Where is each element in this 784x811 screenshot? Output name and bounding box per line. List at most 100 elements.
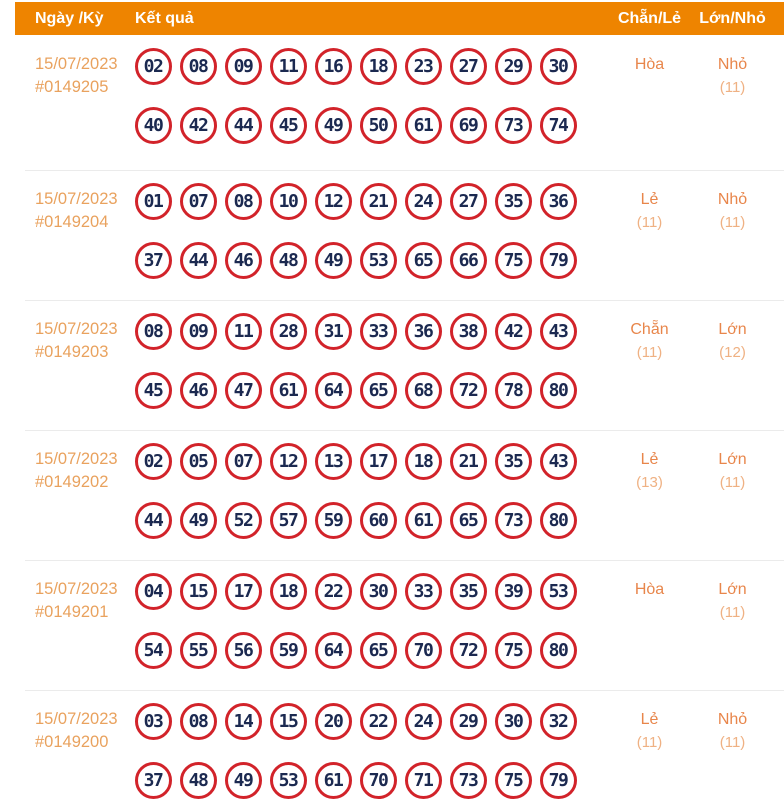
balls-line-2: 54 55 56 59 64 65 70 72 75 80 <box>135 632 608 669</box>
lottery-ball: 24 <box>405 703 442 740</box>
lottery-ball: 48 <box>180 762 217 799</box>
lottery-ball: 72 <box>450 632 487 669</box>
size-result: Nhỏ (11) <box>691 183 774 300</box>
draw-info: 15/07/2023 #0149205 <box>15 48 135 170</box>
parity-count: (11) <box>636 734 663 751</box>
lottery-ball: 66 <box>450 242 487 279</box>
lottery-ball: 07 <box>180 183 217 220</box>
lottery-ball: 60 <box>360 502 397 539</box>
lottery-ball: 38 <box>450 313 487 350</box>
draw-id: #0149203 <box>35 343 109 361</box>
lottery-ball: 79 <box>540 762 577 799</box>
lottery-ball: 40 <box>135 107 172 144</box>
lottery-ball: 44 <box>180 242 217 279</box>
lottery-ball: 65 <box>360 372 397 409</box>
size-result: Lớn (12) <box>691 313 774 430</box>
lottery-ball: 50 <box>360 107 397 144</box>
lottery-ball: 28 <box>270 313 307 350</box>
lottery-ball: 44 <box>135 502 172 539</box>
balls-line-1: 04 15 17 18 22 30 33 35 39 53 <box>135 573 608 610</box>
draw-numbers: 08 09 11 28 31 33 36 38 42 43 45 46 47 61 64 65 68 72 78 8… <box>135 313 608 430</box>
lottery-ball: 08 <box>180 703 217 740</box>
size-count: (11) <box>719 604 746 621</box>
lottery-ball: 79 <box>540 242 577 279</box>
lottery-ball: 59 <box>270 632 307 669</box>
lottery-ball: 27 <box>450 48 487 85</box>
lottery-ball: 14 <box>225 703 262 740</box>
lottery-ball: 18 <box>270 573 307 610</box>
lottery-ball: 49 <box>315 242 352 279</box>
parity-result: Hòa <box>608 573 691 690</box>
lottery-ball: 27 <box>450 183 487 220</box>
balls-line-2: 37 48 49 53 61 70 71 73 75 79 <box>135 762 608 799</box>
lottery-ball: 48 <box>270 242 307 279</box>
lottery-ball: 43 <box>540 313 577 350</box>
draw-id: #0149205 <box>35 78 109 96</box>
parity-result: Lẻ (11) <box>608 703 691 811</box>
lottery-ball: 16 <box>315 48 352 85</box>
draw-numbers: 02 05 07 12 13 17 18 21 35 43 44 49 52 57 59 60 61 65 73 8… <box>135 443 608 560</box>
lottery-ball: 44 <box>225 107 262 144</box>
lottery-ball: 29 <box>450 703 487 740</box>
parity-result: Chẵn (11) <box>608 313 691 430</box>
lottery-ball: 73 <box>495 502 532 539</box>
balls-line-1: 08 09 11 28 31 33 36 38 42 43 <box>135 313 608 350</box>
parity-count: (11) <box>636 344 663 361</box>
lottery-ball: 07 <box>225 443 262 480</box>
draw-date: 15/07/2023 <box>35 320 118 338</box>
size-label: Lớn <box>718 321 747 338</box>
result-row: 15/07/2023 #0149201 04 15 17 18 22 30 33 35 39 53… <box>15 560 784 690</box>
parity-count: (13) <box>636 474 663 491</box>
size-result: Lớn (11) <box>691 573 774 690</box>
lottery-ball: 53 <box>270 762 307 799</box>
lottery-ball: 33 <box>405 573 442 610</box>
lottery-ball: 24 <box>405 183 442 220</box>
lottery-ball: 09 <box>225 48 262 85</box>
lottery-ball: 31 <box>315 313 352 350</box>
lottery-ball: 15 <box>270 703 307 740</box>
lottery-ball: 15 <box>180 573 217 610</box>
result-row: 15/07/2023 #0149203 08 09 11 28 31 33 36 38 42 43… <box>15 300 784 430</box>
results-body: 15/07/2023 #0149205 02 08 09 11 16 18 23 27 29 30… <box>15 35 784 811</box>
lottery-ball: 03 <box>135 703 172 740</box>
result-row: 15/07/2023 #0149200 03 08 14 15 20 22 24 29 30 32… <box>15 690 784 811</box>
lottery-ball: 75 <box>495 242 532 279</box>
lottery-ball: 11 <box>225 313 262 350</box>
lottery-ball: 61 <box>270 372 307 409</box>
balls-line-1: 03 08 14 15 20 22 24 29 30 32 <box>135 703 608 740</box>
lottery-ball: 55 <box>180 632 217 669</box>
parity-result: Lẻ (13) <box>608 443 691 560</box>
draw-date: 15/07/2023 <box>35 55 118 73</box>
lottery-ball: 35 <box>450 573 487 610</box>
lottery-ball: 35 <box>495 183 532 220</box>
draw-date: 15/07/2023 <box>35 190 118 208</box>
lottery-ball: 29 <box>495 48 532 85</box>
lottery-ball: 69 <box>450 107 487 144</box>
lottery-ball: 46 <box>225 242 262 279</box>
balls-line-1: 01 07 08 10 12 21 24 27 35 36 <box>135 183 608 220</box>
balls-line-2: 37 44 46 48 49 53 65 66 75 79 <box>135 242 608 279</box>
lottery-ball: 80 <box>540 502 577 539</box>
draw-id: #0149204 <box>35 213 109 231</box>
lottery-ball: 74 <box>540 107 577 144</box>
lottery-ball: 02 <box>135 48 172 85</box>
lottery-ball: 73 <box>495 107 532 144</box>
lottery-ball: 64 <box>315 372 352 409</box>
lottery-ball: 49 <box>315 107 352 144</box>
lottery-ball: 64 <box>315 632 352 669</box>
lottery-ball: 61 <box>405 502 442 539</box>
lottery-ball: 46 <box>180 372 217 409</box>
size-result: Nhỏ (11) <box>691 703 774 811</box>
parity-label: Lẻ <box>640 191 659 208</box>
lottery-ball: 42 <box>180 107 217 144</box>
lottery-ball: 39 <box>495 573 532 610</box>
lottery-ball: 52 <box>225 502 262 539</box>
parity-label: Lẻ <box>640 711 659 728</box>
size-label: Nhỏ <box>717 191 748 208</box>
lottery-ball: 01 <box>135 183 172 220</box>
balls-line-1: 02 08 09 11 16 18 23 27 29 30 <box>135 48 608 85</box>
lottery-ball: 75 <box>495 762 532 799</box>
size-count: (12) <box>719 344 746 361</box>
lottery-ball: 30 <box>540 48 577 85</box>
lottery-ball: 65 <box>360 632 397 669</box>
